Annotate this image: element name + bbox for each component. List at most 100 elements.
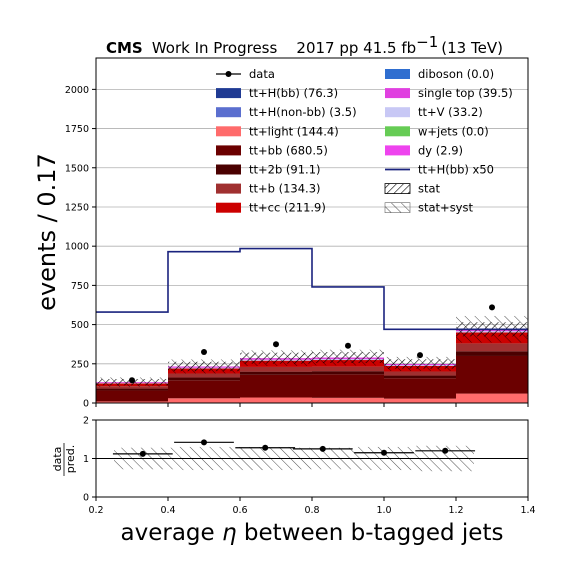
legend-swatch-patch xyxy=(385,88,410,99)
bar-s2-b4 xyxy=(384,375,456,379)
legend-swatch-patch xyxy=(385,107,410,118)
x-axis-label-prefix: average xyxy=(121,520,222,546)
ratio-points xyxy=(112,439,476,457)
ratio-y-ticks: 0 1 2 xyxy=(83,416,96,504)
legend-entry-0-5: tt+2b (91.1) xyxy=(216,163,321,177)
legend-label: tt+H(non-bb) (3.5) xyxy=(249,105,357,119)
ratio-y-tick-label-1: 1 xyxy=(83,454,89,465)
ratio-point-5 xyxy=(442,447,449,454)
signal-step-line xyxy=(96,247,528,331)
y-tick-label-0: 0 xyxy=(83,399,89,410)
legend-entry-0-2: tt+H(non-bb) (3.5) xyxy=(216,105,357,119)
legend-entry-1-4: dy (2.9) xyxy=(385,143,463,157)
legend-entry-1-5: tt+H(bb) x50 xyxy=(385,163,494,177)
legend-entry-0-3: tt+light (144.4) xyxy=(216,124,339,138)
legend-entry-1-7: stat+syst xyxy=(384,201,473,215)
x-tick-label-0.2: 0.2 xyxy=(88,505,103,516)
legend-entry-1-6: stat xyxy=(384,182,441,196)
bar-s1-b2 xyxy=(240,374,312,398)
legend-label: diboson (0.0) xyxy=(418,67,494,81)
legend-label: tt+light (144.4) xyxy=(249,124,339,138)
main-x-ticks xyxy=(95,403,529,407)
legend-swatch-patch xyxy=(216,202,241,213)
x-tick-label-0.4: 0.4 xyxy=(160,505,175,516)
ratio-point-2 xyxy=(262,444,269,451)
legend-label: tt+cc (211.9) xyxy=(249,201,326,215)
bar-s1-b5 xyxy=(456,355,528,394)
bar-s3-b0 xyxy=(96,386,168,389)
y-tick-label-1750: 1750 xyxy=(65,124,89,135)
legend-swatch-patch xyxy=(216,126,241,137)
legend-label: stat+syst xyxy=(418,201,473,215)
y-tick-label-1500: 1500 xyxy=(65,163,89,174)
lumi-label: 2017 pp 41.5 fb xyxy=(296,39,416,57)
status-label: Work In Progress xyxy=(152,39,278,57)
legend-entry-0-1: tt+H(bb) (76.3) xyxy=(216,86,338,100)
data-point-3 xyxy=(345,342,351,349)
signal-line xyxy=(96,247,528,331)
legend-swatch-patch xyxy=(385,145,410,156)
ratio-point-1 xyxy=(201,439,207,446)
ratio-y-label-top: data xyxy=(51,447,64,472)
legend-swatch-patch xyxy=(216,164,241,175)
bar-s2-b3 xyxy=(312,371,384,375)
bar-s0-b3 xyxy=(312,397,384,403)
legend-entry-1-0: diboson (0.0) xyxy=(385,67,494,81)
legend-swatch-patch xyxy=(216,145,241,156)
legend-label: single top (39.5) xyxy=(418,86,513,100)
legend-entry-0-6: tt+b (134.3) xyxy=(216,182,321,196)
legend-label: w+jets (0.0) xyxy=(418,124,489,138)
legend-entry-0-7: tt+cc (211.9) xyxy=(216,201,326,215)
bar-s0-b0 xyxy=(96,401,168,403)
x-tick-label-1.2: 1.2 xyxy=(448,505,463,516)
ratio-y-tick-label-0: 0 xyxy=(83,493,89,504)
data-points xyxy=(129,304,495,384)
ratio-y-tick-label-2: 2 xyxy=(83,416,89,427)
legend-label: tt+H(bb) (76.3) xyxy=(249,86,338,100)
legend-label: tt+bb (680.5) xyxy=(249,143,328,157)
bar-s3-b2 xyxy=(240,366,312,372)
x-tick-label-0.6: 0.6 xyxy=(232,505,247,516)
ratio-panel: 0 1 2 0.2 0.4 0.6 0.8 1.0 1.2 1.4 data pred. xyxy=(51,416,536,517)
ratio-point-4 xyxy=(381,449,387,456)
data-point-0 xyxy=(129,377,135,384)
y-tick-label-1000: 1000 xyxy=(65,242,89,253)
stat-band-2 xyxy=(240,352,312,364)
legend: data tt+H(bb) (76.3) tt+H(non-bb) (3.5) tt+… xyxy=(216,67,513,215)
y-tick-label-250: 250 xyxy=(71,359,89,370)
bar-s3-b4 xyxy=(384,371,456,376)
y-tick-label-2000: 2000 xyxy=(65,85,89,96)
bar-s1-b4 xyxy=(384,378,456,399)
x-tick-label-0.8: 0.8 xyxy=(304,505,319,516)
bar-s2-b0 xyxy=(96,388,168,391)
y-tick-label-750: 750 xyxy=(71,281,89,292)
legend-entry-0-0: data xyxy=(216,67,275,81)
y-tick-label-1250: 1250 xyxy=(65,202,89,213)
bar-s2-b5 xyxy=(456,351,528,356)
legend-swatch-patch xyxy=(216,88,241,99)
legend-entry-0-4: tt+bb (680.5) xyxy=(216,143,328,157)
legend-swatch-data-point xyxy=(225,71,232,77)
x-tick-label-1: 1.0 xyxy=(376,505,391,516)
x-axis-label-variable: η xyxy=(222,520,237,546)
stat-band-3 xyxy=(312,352,384,364)
bar-s2-b1 xyxy=(168,377,240,381)
legend-swatch-patch xyxy=(385,126,410,137)
ratio-y-label-bottom: pred. xyxy=(64,445,77,474)
bar-s1-b1 xyxy=(168,380,240,399)
bar-s0-b4 xyxy=(384,398,456,403)
bar-s0-b5 xyxy=(456,393,528,403)
x-axis-label-suffix: between b-tagged jets xyxy=(237,520,504,546)
bar-s0-b1 xyxy=(168,398,240,403)
data-point-5 xyxy=(489,304,495,311)
legend-swatch-patch xyxy=(216,107,241,118)
experiment-label: CMS xyxy=(106,39,143,57)
bar-s1-b0 xyxy=(96,390,168,402)
y-tick-label-500: 500 xyxy=(71,320,89,331)
ratio-x-ticks: 0.2 0.4 0.6 0.8 1.0 1.2 1.4 xyxy=(88,497,536,516)
ratio-point-0 xyxy=(139,450,146,457)
x-tick-label-1.4: 1.4 xyxy=(520,505,535,516)
main-y-ticks: 0 250 500 750 1000 1250 1500 1750 2000 xyxy=(65,85,96,410)
legend-label: stat xyxy=(418,182,441,196)
bar-s3-b5 xyxy=(456,343,528,352)
